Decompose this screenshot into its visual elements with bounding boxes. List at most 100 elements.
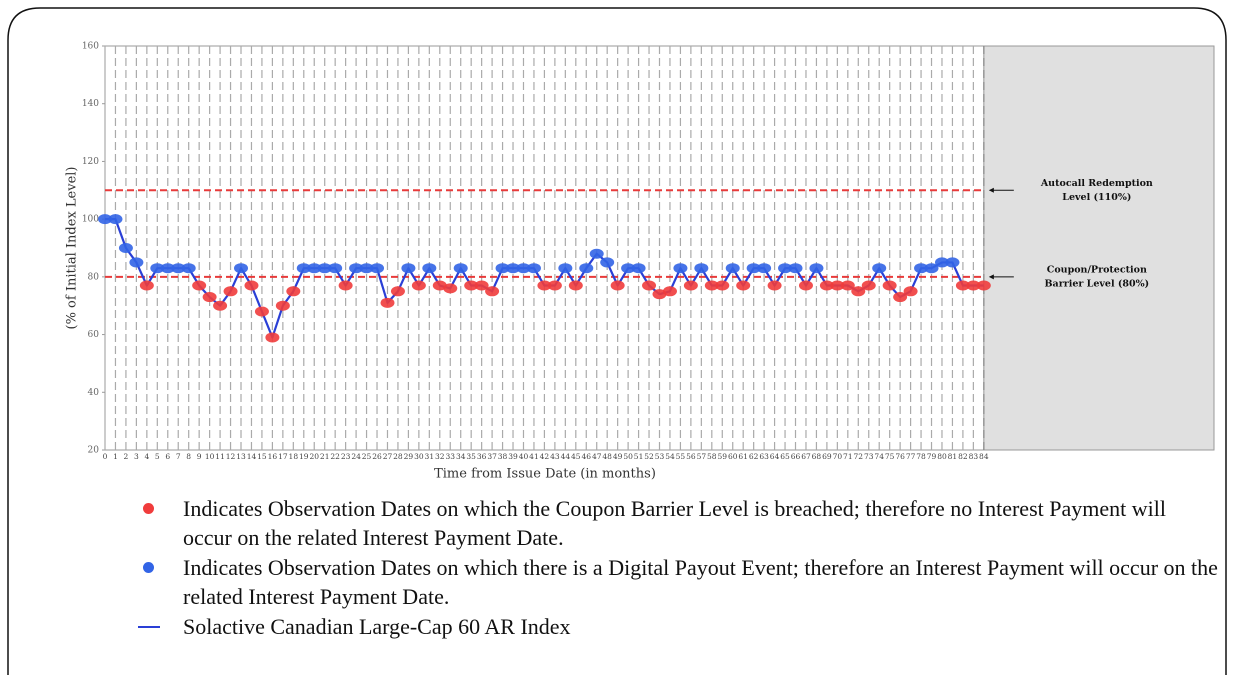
x-tick-label: 19 xyxy=(299,452,309,461)
observation-marker xyxy=(537,280,552,291)
observation-marker xyxy=(129,257,144,268)
x-tick-label: 73 xyxy=(864,452,874,461)
observation-marker xyxy=(223,286,238,297)
x-tick-label: 21 xyxy=(320,452,330,461)
x-tick-label: 38 xyxy=(498,452,508,461)
observation-marker xyxy=(798,280,813,291)
observation-marker xyxy=(139,280,154,291)
x-tick-label: 49 xyxy=(613,452,623,461)
observation-marker xyxy=(809,263,824,274)
x-tick-label: 24 xyxy=(351,452,361,461)
x-tick-label: 15 xyxy=(257,452,267,461)
x-tick-label: 0 xyxy=(103,452,108,461)
observation-marker xyxy=(610,280,625,291)
observation-marker xyxy=(861,280,876,291)
x-tick-label: 7 xyxy=(176,452,181,461)
x-tick-label: 69 xyxy=(822,452,832,461)
x-tick-label: 26 xyxy=(372,452,382,461)
observation-marker xyxy=(579,263,594,274)
x-tick-label: 78 xyxy=(916,452,926,461)
observation-marker xyxy=(317,263,332,274)
x-tick-label: 50 xyxy=(623,452,633,461)
x-tick-label: 37 xyxy=(487,452,497,461)
observation-marker xyxy=(401,263,416,274)
x-tick-label: 51 xyxy=(634,452,644,461)
x-tick-label: 84 xyxy=(979,452,989,461)
observation-marker xyxy=(840,280,855,291)
x-tick-label: 6 xyxy=(165,452,170,461)
legend-entry: Solactive Canadian Large-Cap 60 AR Index xyxy=(138,612,1220,641)
annotation: Level (110%) xyxy=(1062,192,1131,203)
x-tick-label: 54 xyxy=(665,452,675,461)
observation-marker xyxy=(286,286,301,297)
observation-marker xyxy=(474,280,489,291)
x-tick-label: 66 xyxy=(791,452,801,461)
y-tick-label: 20 xyxy=(88,446,100,456)
observation-marker xyxy=(819,280,834,291)
x-tick-label: 17 xyxy=(278,452,288,461)
observation-marker xyxy=(338,280,353,291)
x-tick-label: 33 xyxy=(445,452,455,461)
x-tick-label: 2 xyxy=(124,452,129,461)
observation-marker xyxy=(495,263,510,274)
x-tick-label: 42 xyxy=(540,452,550,461)
observation-marker xyxy=(621,263,636,274)
observation-marker xyxy=(160,263,175,274)
y-tick-label: 40 xyxy=(88,388,100,398)
observation-marker xyxy=(683,280,698,291)
observation-marker xyxy=(882,280,897,291)
x-tick-label: 35 xyxy=(466,452,476,461)
observation-marker xyxy=(380,297,395,308)
observation-marker xyxy=(851,286,866,297)
observation-marker xyxy=(893,292,908,303)
observation-marker xyxy=(192,280,207,291)
x-tick-label: 4 xyxy=(144,452,149,461)
observation-marker xyxy=(108,214,123,225)
x-tick-label: 30 xyxy=(414,452,424,461)
x-tick-label: 47 xyxy=(592,452,602,461)
observation-marker xyxy=(976,280,991,291)
observation-marker xyxy=(662,286,677,297)
x-tick-label: 83 xyxy=(969,452,979,461)
x-tick-label: 57 xyxy=(697,452,707,461)
y-tick-label: 100 xyxy=(82,215,99,225)
observation-marker xyxy=(547,280,562,291)
observation-marker xyxy=(778,263,793,274)
observation-marker xyxy=(150,263,165,274)
x-tick-label: 31 xyxy=(425,452,435,461)
x-tick-label: 40 xyxy=(519,452,529,461)
observation-marker xyxy=(359,263,374,274)
x-tick-label: 79 xyxy=(927,452,937,461)
x-tick-label: 13 xyxy=(236,452,246,461)
x-tick-label: 65 xyxy=(780,452,790,461)
observation-marker xyxy=(485,286,500,297)
x-tick-label: 61 xyxy=(738,452,748,461)
x-tick-label: 76 xyxy=(895,452,905,461)
legend-note: Indicates Observation Dates on which the… xyxy=(140,494,1220,552)
observation-marker xyxy=(464,280,479,291)
observation-marker xyxy=(254,306,269,317)
observation-marker xyxy=(715,280,730,291)
x-tick-label: 53 xyxy=(655,452,665,461)
observation-marker xyxy=(914,263,929,274)
legend-swatch xyxy=(138,626,160,628)
legend-dot xyxy=(143,503,154,514)
observation-marker xyxy=(736,280,751,291)
arrow-head xyxy=(988,187,994,193)
x-tick-label: 70 xyxy=(833,452,843,461)
x-tick-label: 56 xyxy=(686,452,696,461)
shaded-region xyxy=(983,45,1215,451)
observation-marker xyxy=(202,292,217,303)
observation-marker xyxy=(296,263,311,274)
x-tick-label: 80 xyxy=(937,452,947,461)
observation-marker xyxy=(516,263,531,274)
legend-dot xyxy=(143,562,154,573)
x-tick-label: 27 xyxy=(383,452,393,461)
observation-marker xyxy=(234,263,249,274)
note-text: Indicates Observation Dates on which the… xyxy=(183,555,1218,609)
observation-marker xyxy=(642,280,657,291)
x-tick-label: 16 xyxy=(268,452,278,461)
y-tick-label: 120 xyxy=(82,157,99,167)
